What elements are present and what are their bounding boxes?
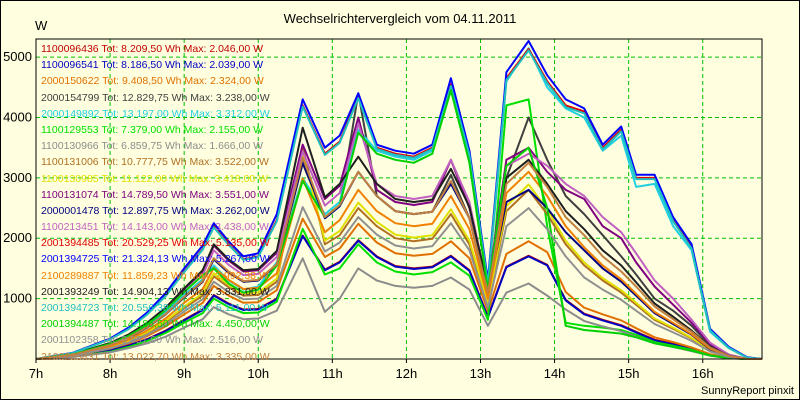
y-tick-label: 1000 — [3, 291, 32, 306]
legend-entry-5: 1100129553 Tot: 7.379,00 Wh Max: 2.155,0… — [41, 123, 264, 136]
legend-entry-19: 2100285831 Tot: 13.022,70 Wh Max: 3.335,… — [41, 350, 270, 363]
legend-entry-12: 2001394485 Tot: 20.529,25 Wh Max: 5.135,… — [41, 237, 270, 250]
series-line-19 — [35, 156, 762, 360]
legend-entry-13: 2001394725 Tot: 21.324,13 Wh Max: 5.267,… — [41, 253, 270, 266]
legend-entry-6: 1100130966 Tot: 6.859,75 Wh Max: 1.666,0… — [41, 140, 264, 153]
x-tick-label: 11h — [322, 366, 343, 381]
series-line-18 — [35, 206, 762, 360]
series-line-13 — [35, 40, 763, 360]
legend-entry-0: 1100096436 Tot: 8.209,50 Wh Max: 2.046,0… — [41, 43, 264, 55]
x-tick-label: 7h — [29, 366, 43, 381]
y-unit-label: W — [35, 18, 48, 33]
y-tick-label: 5000 — [3, 49, 32, 64]
series-line-16 — [35, 49, 763, 360]
legend-entry-16: 2001394723 Tot: 20.556,38 Wh Max: 5.111,… — [41, 302, 269, 314]
series-line-8 — [35, 151, 762, 360]
series-line-7 — [35, 145, 762, 360]
y-axis-ticks: 1000 2000 3000 4000 5000 — [3, 49, 32, 306]
y-tick-label: 2000 — [3, 230, 32, 245]
y-tick-label: 3000 — [3, 170, 32, 185]
legend-entry-7: 1100131006 Tot: 10.777,75 Wh Max: 3.522,… — [41, 156, 269, 169]
legend-entry-14: 2100289887 Tot: 11.859,23 Wh Max: 2.992,… — [41, 269, 269, 282]
legend-entry-18: 2001102358 Tot: 9.851,00 Wh Max: 2.516,0… — [41, 334, 264, 347]
legend-entry-2: 2000150622 Tot: 9.408,50 Wh Max: 2.324,0… — [41, 75, 264, 88]
legend-entry-3: 2000154799 Tot: 12.829,75 Wh Max: 3.238,… — [41, 91, 270, 104]
x-tick-label: 9h — [177, 366, 191, 381]
legend-entry-8: 1100130985 Tot: 11.122,00 Wh Max: 3.418,… — [41, 172, 269, 185]
x-tick-label: 15h — [618, 366, 640, 381]
legend-entry-15: 2001393249 Tot: 14.904,13 Wh Max: 3.831,… — [41, 285, 270, 298]
x-tick-label: 8h — [103, 366, 117, 381]
series-line-17 — [35, 89, 762, 360]
series-line-2 — [35, 217, 762, 360]
legend-entry-17: 2001394487 Tot: 14.186,50 Wh Max: 4.450,… — [41, 318, 270, 331]
legend-entry-9: 1100131074 Tot: 14.789,50 Wh Max: 3.551,… — [41, 188, 269, 201]
series-lines — [35, 40, 763, 360]
y-tick-label: 4000 — [3, 109, 32, 124]
chart-title: Wechselrichtervergleich vom 04.11.2011 — [283, 11, 517, 26]
legend-entry-4: 2000149892 Tot: 13.197,00 Wh Max: 3.312,… — [41, 107, 270, 120]
legend: 1100096436 Tot: 8.209,50 Wh Max: 2.046,0… — [41, 41, 281, 365]
plot-border — [35, 38, 763, 360]
x-tick-label: 14h — [544, 366, 566, 381]
series-line-15 — [35, 126, 762, 360]
series-line-5 — [35, 98, 762, 360]
x-tick-label: 16h — [692, 366, 714, 381]
series-line-4 — [35, 47, 763, 360]
x-tick-label: 12h — [396, 366, 418, 381]
x-tick-label: 13h — [470, 366, 492, 381]
footer-credit: SunnyReport pinxit — [701, 385, 794, 397]
x-tick-label: 10h — [247, 366, 269, 381]
legend-entry-11: 1100213451 Tot: 14.143,00 Wh Max: 3.438,… — [41, 221, 269, 234]
legend-entry-1: 1100096541 Tot: 8.186,50 Wh Max: 2.039,0… — [41, 59, 264, 72]
series-line-1 — [35, 234, 762, 360]
legend-entry-10: 2000001478 Tot: 12.897,75 Wh Max: 3.262,… — [41, 204, 270, 217]
series-line-14 — [35, 170, 762, 360]
x-axis-ticks: 7h 8h 9h 10h 11h 12h 13h 14h 15h 16h — [29, 359, 714, 381]
